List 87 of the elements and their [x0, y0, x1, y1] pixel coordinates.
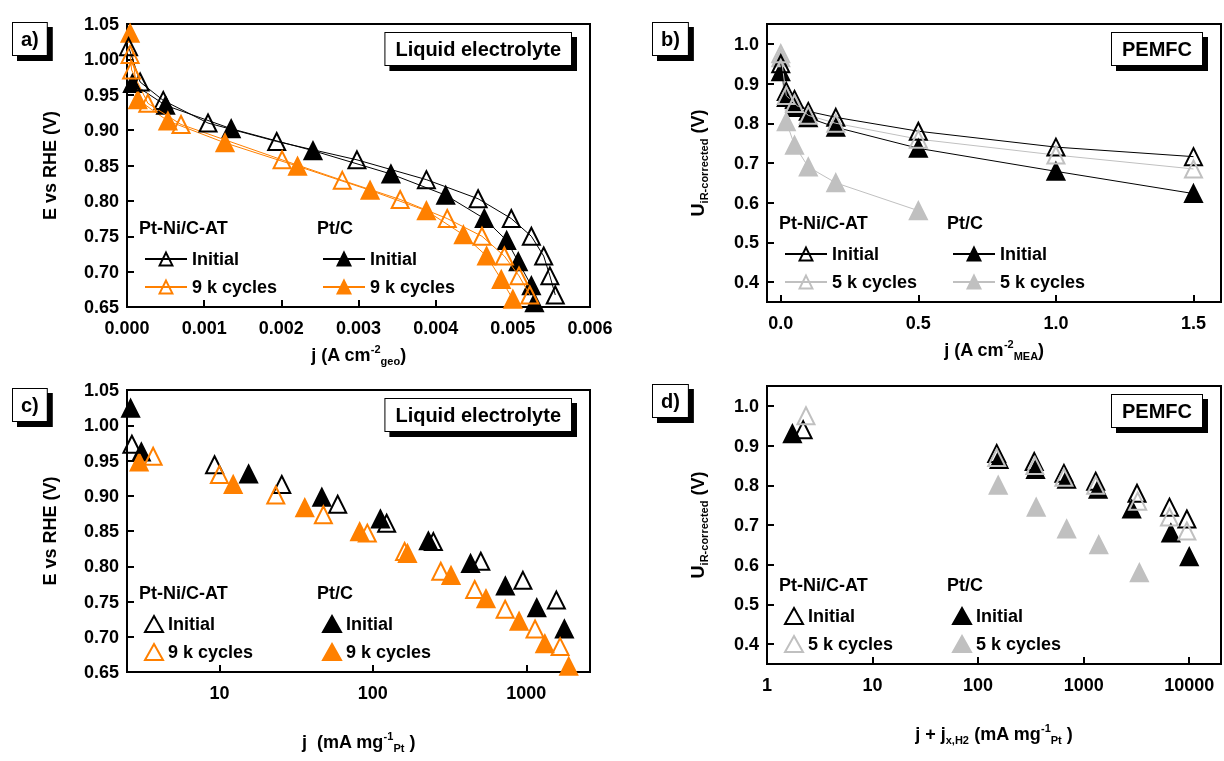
y-tick-label: 0.7	[733, 153, 759, 173]
y-axis-title: E vs RHE (V)	[40, 476, 60, 586]
x-tick-label: 1.5	[1180, 313, 1206, 333]
y-tick-label: 0.80	[83, 190, 119, 211]
y-tick-label: 0.8	[733, 475, 759, 496]
y-tick-label: 0.65	[83, 662, 119, 682]
y-tick-label: 0.70	[83, 626, 119, 647]
y-tick-label: 0.9	[733, 435, 759, 456]
annotation: Liquid electrolyte	[395, 38, 562, 60]
legend-label: Initial	[832, 244, 880, 264]
y-tick-label: 0.65	[83, 297, 119, 317]
y-tick-label: 0.7	[733, 515, 759, 535]
legend-label: Initial	[168, 614, 216, 634]
y-tick-label: 1.05	[83, 14, 119, 34]
legend-label: Initial	[370, 249, 418, 269]
y-tick-label: 0.5	[733, 232, 759, 253]
y-tick-label: 0.6	[733, 192, 759, 213]
y-tick-label: 0.85	[83, 155, 119, 176]
y-tick-label: 1.0	[733, 33, 759, 54]
text: d)	[661, 390, 680, 412]
y-tick-label: 0.70	[83, 261, 119, 282]
y-tick-label: 1.00	[83, 49, 119, 70]
y-tick-label: 0.75	[83, 591, 119, 612]
y-axis-title: UiR-corrected (V)	[687, 471, 710, 579]
x-tick-label: 0.002	[258, 318, 304, 338]
y-axis-title: UiR-corrected (V)	[687, 109, 710, 217]
legend-label: Initial	[976, 606, 1024, 626]
legend-label: 9 k cycles	[168, 642, 254, 662]
x-tick-label: 0.006	[567, 318, 613, 338]
x-tick-label: 100	[963, 675, 994, 695]
x-tick-label: 0.001	[181, 318, 227, 338]
x-tick-label: 0.003	[335, 318, 382, 338]
y-tick-label: 0.95	[83, 84, 119, 105]
text: a)	[21, 28, 39, 50]
x-tick-label: 100	[357, 683, 388, 703]
y-tick-label: 0.4	[733, 634, 759, 655]
x-tick-label: 10	[209, 683, 230, 703]
legend-label: 5 k cycles	[976, 634, 1062, 654]
annotation: Pt/C	[947, 575, 983, 595]
annotation: Pt/C	[947, 213, 983, 233]
annotation: Pt-Ni/C-AT	[139, 583, 228, 603]
y-tick-label: 0.5	[733, 594, 759, 615]
y-tick-label: 0.4	[733, 272, 759, 293]
x-tick-label: 0.000	[104, 318, 150, 338]
legend-label: 5 k cycles	[808, 634, 894, 654]
y-tick-label: 0.8	[733, 113, 759, 134]
x-tick-label: 1000	[1063, 675, 1104, 695]
x-tick-label: 0.005	[490, 318, 536, 338]
legend-label: Initial	[192, 249, 240, 269]
x-tick-label: 1	[761, 675, 773, 695]
x-tick-label: 1000	[506, 683, 547, 703]
y-tick-label: 0.80	[83, 556, 119, 577]
legend-label: 5 k cycles	[832, 272, 918, 292]
y-tick-label: 0.95	[83, 450, 119, 471]
annotation: PEMFC	[1122, 400, 1192, 422]
x-tick-label: 10000	[1164, 675, 1215, 695]
y-tick-label: 0.85	[83, 521, 119, 541]
y-tick-label: 0.9	[733, 73, 759, 94]
annotation: PEMFC	[1122, 38, 1192, 60]
y-tick-label: 0.90	[83, 485, 119, 506]
x-tick-label: 1.0	[1043, 313, 1069, 333]
legend-label: 9 k cycles	[370, 277, 456, 297]
annotation: Liquid electrolyte	[395, 404, 562, 426]
annotation: Pt/C	[317, 583, 353, 603]
y-tick-label: 1.0	[733, 395, 759, 416]
x-tick-label: 0.0	[768, 313, 794, 333]
text: b)	[661, 28, 680, 50]
legend-label: Initial	[1000, 244, 1048, 264]
annotation: Pt-Ni/C-AT	[779, 575, 868, 595]
x-tick-label: 0.004	[413, 318, 459, 338]
annotation: Pt-Ni/C-AT	[139, 218, 228, 238]
legend-label: 9 k cycles	[346, 642, 432, 662]
y-tick-label: 1.00	[83, 415, 119, 436]
text: c)	[21, 394, 39, 416]
legend-label: Initial	[808, 606, 856, 626]
y-tick-label: 0.90	[83, 120, 119, 141]
annotation: Pt/C	[317, 218, 353, 238]
y-tick-label: 0.75	[83, 226, 119, 247]
x-tick-label: 0.5	[905, 313, 931, 333]
y-tick-label: 1.05	[83, 380, 119, 400]
legend-label: Initial	[346, 614, 394, 634]
y-tick-label: 0.6	[733, 554, 759, 575]
annotation: Pt-Ni/C-AT	[779, 213, 868, 233]
legend-label: 5 k cycles	[1000, 272, 1086, 292]
y-axis-title: E vs RHE (V)	[40, 110, 60, 221]
legend-label: 9 k cycles	[192, 277, 278, 297]
x-tick-label: 10	[862, 675, 883, 695]
